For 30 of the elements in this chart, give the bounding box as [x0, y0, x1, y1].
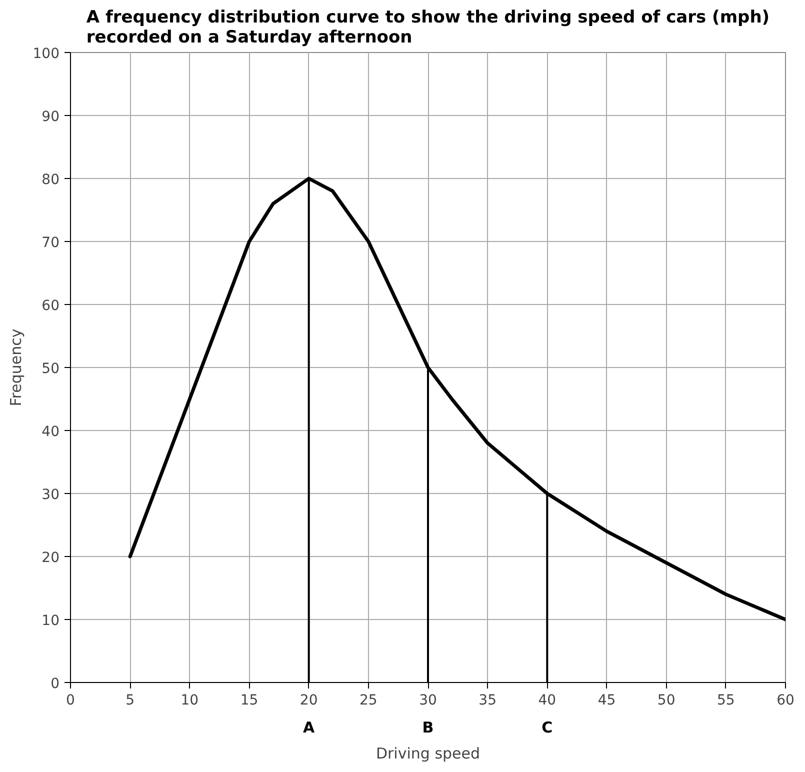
y-tick-label: 70	[42, 235, 60, 251]
chart-title: A frequency distribution curve to show the driving speed of cars (mph) recorded on a Saturday afternoon	[86, 8, 770, 48]
x-tick-label: 5	[126, 692, 135, 708]
ref-line-label: C	[542, 718, 553, 736]
y-axis-title: Frequency	[6, 328, 25, 406]
y-tick-label: 10	[42, 613, 60, 629]
y-tick-label: 40	[42, 424, 60, 440]
x-tick-label: 25	[360, 692, 378, 708]
y-tick-label: 60	[42, 298, 60, 314]
y-tick-label: 20	[42, 550, 60, 566]
x-tick-label: 30	[419, 692, 437, 708]
y-tick-label: 50	[42, 361, 60, 377]
x-tick-label: 0	[66, 692, 75, 708]
ref-line-label: A	[303, 718, 316, 736]
y-tick-label: 90	[42, 109, 60, 125]
x-axis-title: Driving speed	[376, 744, 480, 762]
y-tick-label: 100	[32, 46, 60, 62]
x-tick-label: 55	[717, 692, 735, 708]
y-tick-label: 80	[42, 172, 60, 188]
x-tick-label: 60	[776, 692, 794, 708]
x-tick-label: 10	[180, 692, 199, 708]
x-tick-label: 45	[598, 692, 616, 708]
x-tick-label: 20	[300, 692, 318, 708]
y-tick-label: 0	[50, 676, 60, 692]
x-tick-label: 40	[538, 692, 556, 708]
ref-line-label: B	[422, 718, 434, 736]
x-tick-label: 35	[478, 692, 497, 708]
x-tick-label: 50	[657, 692, 676, 708]
x-tick-label: 15	[240, 692, 258, 708]
y-tick-label: 30	[42, 487, 60, 503]
